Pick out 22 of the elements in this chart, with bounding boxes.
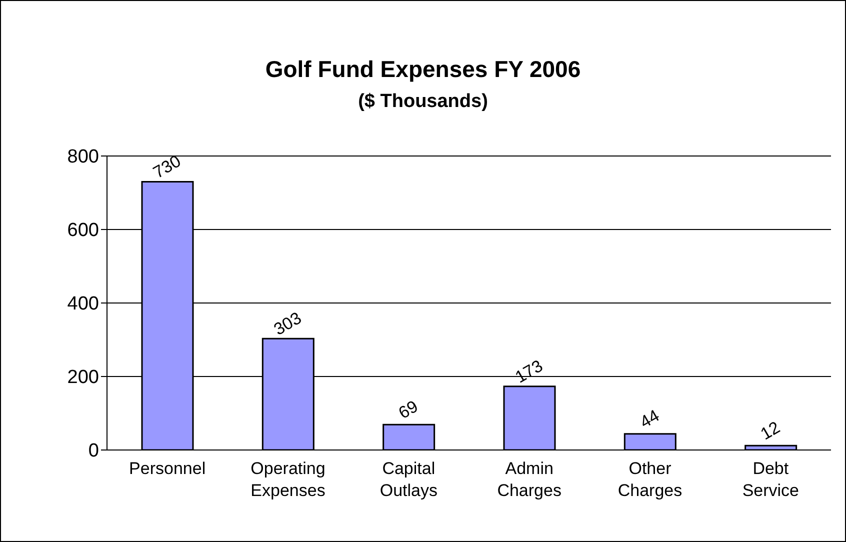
bar	[503, 386, 556, 450]
x-tick-label: Other Charges	[618, 459, 682, 500]
chart-subtitle: ($ Thousands)	[357, 91, 489, 113]
x-tick-label: Capital Outlays	[380, 459, 438, 500]
x-tick-label: Admin Charges	[497, 459, 562, 500]
data-label: 44	[636, 406, 663, 432]
x-tick-label: Debt Service	[742, 459, 800, 500]
data-label: 730	[150, 152, 184, 182]
bar	[382, 424, 436, 450]
bar	[624, 433, 676, 450]
y-tick-label: 800	[67, 146, 99, 168]
y-tick-label: 200	[67, 367, 99, 388]
y-tick-label: 600	[67, 220, 99, 242]
y-tick-label: 400	[67, 294, 99, 315]
data-label: 69	[395, 396, 422, 423]
x-tick-label: Operating Expenses	[250, 459, 326, 500]
y-tick-label: 0	[88, 440, 99, 462]
data-label: 303	[270, 308, 305, 340]
chart-title: Golf Fund Expenses FY 2006	[264, 56, 582, 83]
x-tick-label: Personnel	[129, 459, 206, 478]
data-label: 173	[512, 356, 546, 387]
data-label: 12	[757, 418, 784, 444]
